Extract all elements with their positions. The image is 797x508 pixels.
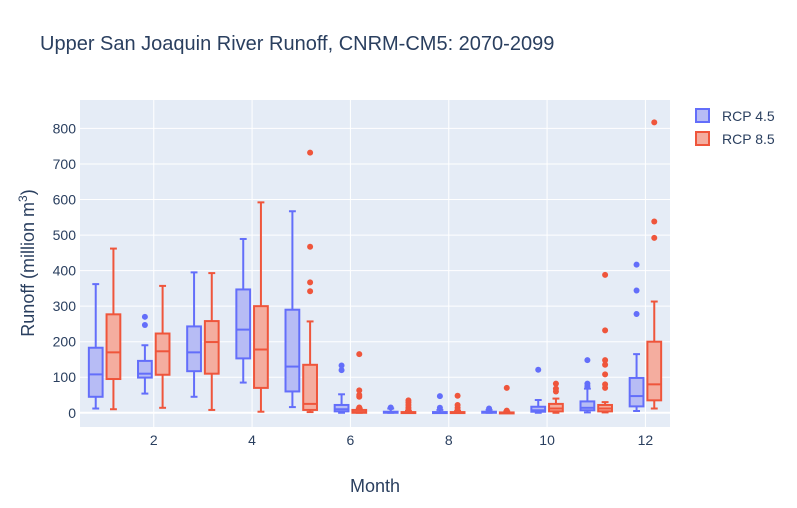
outlier-point	[633, 287, 640, 294]
outlier-point	[141, 321, 148, 328]
x-tick-label: 6	[347, 432, 355, 448]
outlier-point	[503, 407, 510, 414]
outlier-point	[602, 327, 609, 334]
box	[646, 340, 663, 402]
y-tick-label: 400	[53, 263, 77, 279]
outlier-point	[651, 234, 658, 241]
outlier-point	[651, 218, 658, 225]
box	[203, 320, 220, 375]
outlier-point	[454, 392, 461, 399]
legend-swatch	[695, 131, 710, 146]
box-plots	[87, 119, 663, 415]
box	[302, 363, 318, 411]
x-tick-label: 10	[539, 432, 555, 448]
y-tick-label: 0	[68, 405, 76, 421]
outlier-point	[633, 261, 640, 268]
x-tick-label: 2	[150, 432, 158, 448]
x-tick-label: 8	[445, 432, 453, 448]
y-tick-label: 600	[53, 192, 77, 208]
outlier-point	[552, 380, 559, 387]
outlier-point	[651, 119, 658, 126]
outlier-point	[602, 381, 609, 388]
legend: RCP 4.5 RCP 8.5	[695, 108, 775, 147]
y-tick-label: 300	[53, 298, 77, 314]
box	[579, 400, 596, 412]
outlier-point	[602, 271, 609, 278]
x-tick-label: 4	[248, 432, 256, 448]
outlier-point	[602, 371, 609, 378]
outlier-point	[307, 149, 314, 156]
legend-label: RCP 4.5	[722, 108, 775, 124]
outlier-point	[307, 279, 314, 286]
box	[186, 325, 202, 373]
box	[628, 376, 645, 408]
outlier-point	[486, 405, 493, 412]
box	[105, 313, 122, 381]
outlier-point	[356, 387, 363, 394]
y-tick-label: 500	[53, 227, 77, 243]
outlier-point	[436, 404, 443, 411]
y-tick-label: 200	[53, 334, 77, 350]
outlier-point	[552, 385, 559, 392]
outlier-point	[307, 288, 314, 295]
chart-title: Upper San Joaquin River Runoff, CNRM-CM5…	[40, 33, 554, 55]
x-axis-label: Month	[350, 476, 400, 496]
y-axis-label-superscript: 3	[16, 195, 30, 202]
box	[235, 288, 252, 360]
x-tick-label: 12	[638, 432, 654, 448]
outlier-point	[584, 380, 591, 387]
box	[87, 346, 104, 398]
outlier-point	[338, 362, 345, 369]
y-axis-label: Runoff (million m3)	[16, 189, 38, 336]
outlier-point	[356, 392, 363, 399]
outlier-point	[405, 397, 412, 404]
outlier-point	[387, 404, 394, 411]
outlier-point	[535, 366, 542, 373]
series-rcp-4-5	[87, 210, 645, 415]
x-axis-ticks: 2 4 6 8 10 12	[150, 432, 654, 448]
outlier-point	[436, 393, 443, 400]
series-rcp-8-5	[105, 119, 663, 415]
outlier-point	[602, 357, 609, 364]
box	[284, 308, 301, 393]
y-tick-label: 800	[53, 120, 77, 136]
box	[154, 332, 171, 376]
y-axis-ticks: 0 100 200 300 400 500 600 700 800	[53, 120, 77, 420]
outlier-point	[602, 361, 609, 368]
outlier-point	[356, 351, 363, 358]
outlier-point	[503, 384, 510, 391]
y-axis-label-text: Runoff (million m	[18, 202, 38, 337]
y-tick-label: 100	[53, 369, 77, 385]
outlier-point	[338, 367, 345, 374]
box	[333, 403, 350, 413]
box	[137, 359, 153, 379]
box	[530, 405, 547, 413]
gridlines	[80, 100, 670, 427]
plot-area	[80, 100, 670, 427]
box	[253, 305, 269, 389]
outlier-point	[584, 357, 591, 364]
outlier-point	[356, 404, 363, 411]
y-tick-label: 700	[53, 156, 77, 172]
legend-swatch	[695, 108, 710, 123]
outlier-point	[633, 310, 640, 317]
outlier-point	[454, 401, 461, 408]
outlier-point	[141, 313, 148, 320]
legend-label: RCP 8.5	[722, 131, 775, 147]
outlier-point	[307, 243, 314, 250]
y-axis-label-close: )	[18, 189, 38, 195]
